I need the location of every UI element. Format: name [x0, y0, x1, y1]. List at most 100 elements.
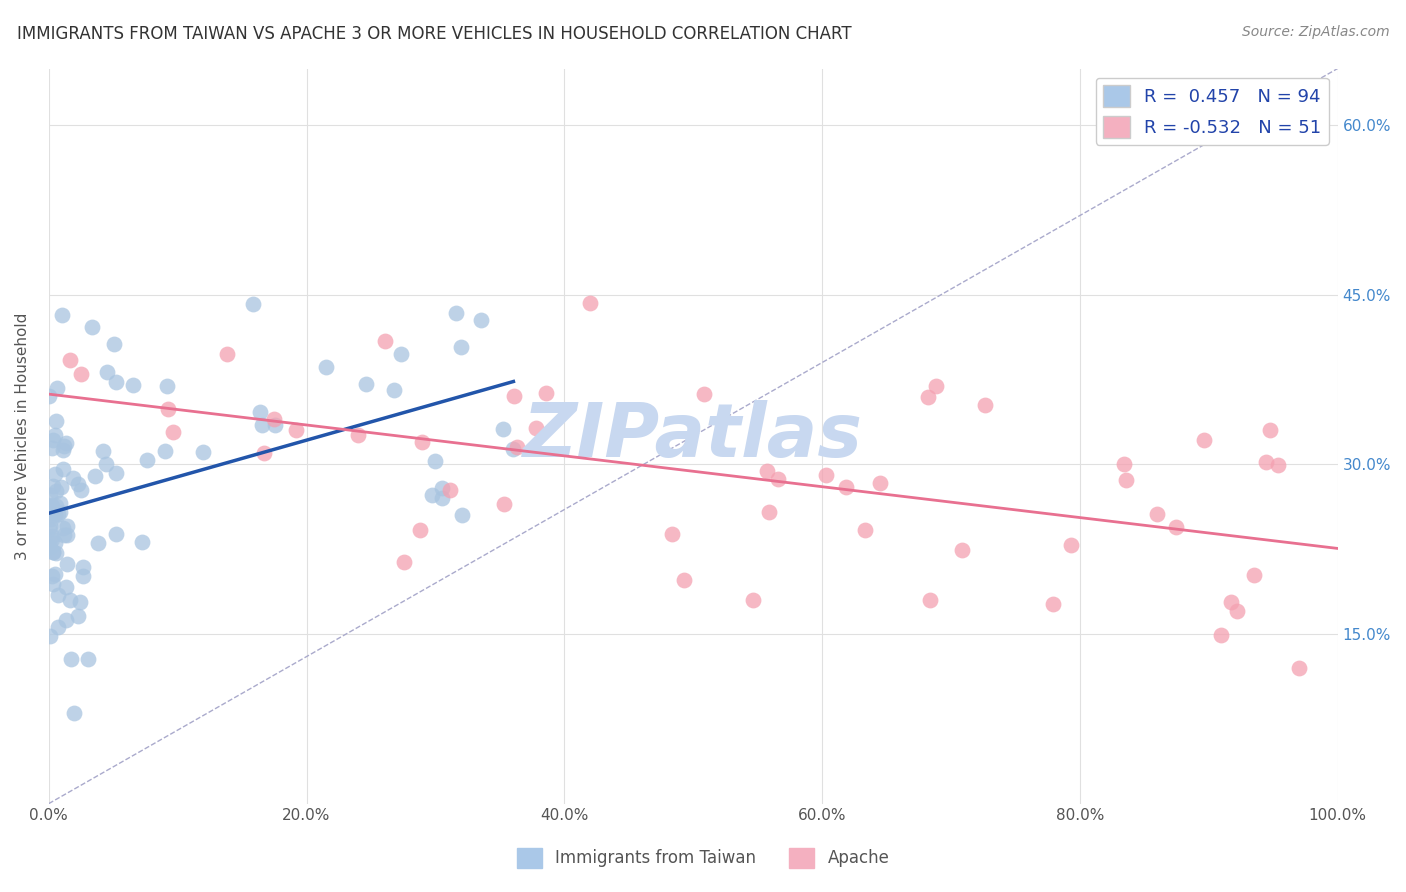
Point [55, 580, 77, 594]
Point [38, 540, 60, 554]
Point [69, 368, 91, 382]
Point [524, 421, 547, 435]
Point [67, 477, 90, 491]
Point [41, 569, 63, 583]
Point [82, 320, 104, 334]
Point [41, 499, 63, 513]
Point [446, 306, 468, 320]
Point [44, 508, 66, 522]
Point [155, 443, 177, 458]
Point [44, 428, 66, 442]
Point [48, 495, 70, 509]
Legend: Immigrants from Taiwan, Apache: Immigrants from Taiwan, Apache [510, 841, 896, 875]
Point [673, 573, 696, 587]
Point [66, 608, 89, 623]
Point [1211, 627, 1233, 641]
Point [39, 519, 62, 533]
Point [44, 467, 66, 482]
Point [41, 442, 63, 456]
Point [506, 440, 529, 454]
Point [1243, 568, 1265, 582]
Point [918, 593, 941, 607]
Point [46, 588, 69, 602]
Point [49, 480, 72, 494]
Point [69, 483, 91, 497]
Point [105, 527, 128, 541]
Point [1226, 604, 1249, 618]
Point [38, 629, 60, 643]
Point [661, 527, 683, 541]
Point [62, 471, 84, 485]
Point [579, 296, 602, 310]
Point [131, 534, 153, 549]
Point [503, 389, 526, 403]
Point [45, 499, 67, 513]
Point [38, 389, 60, 403]
Point [242, 296, 264, 310]
Point [815, 467, 838, 482]
Point [55, 614, 77, 628]
Point [1267, 458, 1289, 473]
Point [63, 706, 86, 721]
Point [1164, 519, 1187, 533]
Point [44, 535, 66, 549]
Point [162, 425, 184, 440]
Point [741, 593, 763, 607]
Text: IMMIGRANTS FROM TAIWAN VS APACHE 3 OR MORE VEHICLES IN HOUSEHOLD CORRELATION CHA: IMMIGRANTS FROM TAIWAN VS APACHE 3 OR MO… [17, 25, 852, 43]
Point [46, 620, 69, 634]
Point [869, 475, 891, 490]
Point [1194, 433, 1216, 447]
Point [104, 466, 127, 480]
Point [56, 528, 79, 542]
Point [45, 414, 67, 428]
Point [252, 418, 274, 433]
Point [534, 385, 557, 400]
Point [96, 365, 118, 379]
Point [46, 381, 69, 395]
Point [42, 545, 65, 559]
Point [56, 557, 79, 571]
Point [853, 523, 876, 537]
Legend: R =  0.457   N = 94, R = -0.532   N = 51: R = 0.457 N = 94, R = -0.532 N = 51 [1095, 78, 1329, 145]
Point [1042, 598, 1064, 612]
Point [87, 536, 110, 550]
Point [315, 359, 337, 374]
Point [420, 488, 443, 502]
Point [84, 468, 107, 483]
Point [1254, 454, 1277, 468]
Point [157, 401, 180, 416]
Point [42, 545, 65, 559]
Point [356, 377, 378, 392]
Point [91, 443, 114, 458]
Point [42, 505, 65, 519]
Point [835, 480, 858, 494]
Point [253, 446, 276, 460]
Point [693, 387, 716, 401]
Point [925, 379, 948, 393]
Point [38, 499, 60, 513]
Point [409, 523, 432, 537]
Point [382, 383, 405, 397]
Point [264, 417, 287, 432]
Point [72, 560, 94, 574]
Text: Source: ZipAtlas.com: Source: ZipAtlas.com [1241, 25, 1389, 39]
Point [41, 532, 63, 546]
Point [69, 594, 91, 608]
Point [1146, 507, 1168, 521]
Point [52, 442, 75, 457]
Point [492, 497, 515, 511]
Point [44, 566, 66, 581]
Point [60, 652, 83, 666]
Point [39, 512, 62, 526]
Point [249, 405, 271, 419]
Point [46, 507, 69, 521]
Point [55, 518, 77, 533]
Point [285, 423, 308, 437]
Point [758, 505, 780, 519]
Point [53, 439, 76, 453]
Point [1288, 661, 1310, 675]
Point [491, 422, 513, 436]
Point [38, 522, 60, 536]
Point [135, 453, 157, 467]
Point [45, 546, 67, 560]
